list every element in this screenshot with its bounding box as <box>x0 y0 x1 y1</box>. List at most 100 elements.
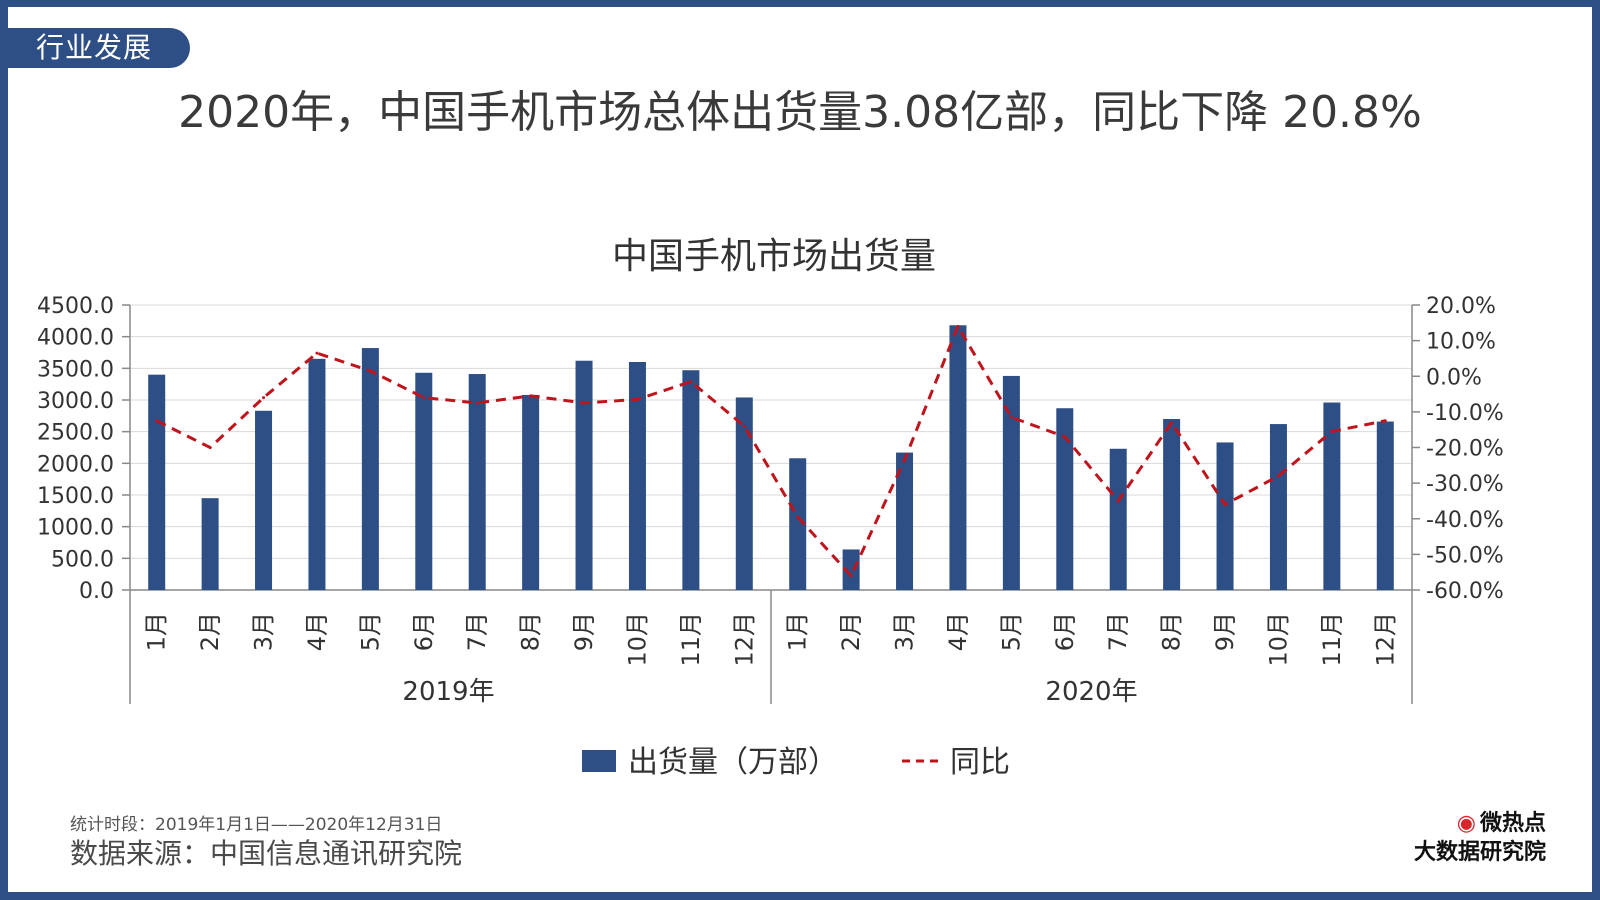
x-tick-label: 12月 <box>1371 612 1399 667</box>
x-tick-label: 10月 <box>623 612 651 667</box>
y-left-tick-label: 3500.0 <box>37 357 114 382</box>
bar <box>308 358 326 590</box>
x-tick-label: 4月 <box>944 612 972 651</box>
y-left-tick-label: 500.0 <box>51 547 114 572</box>
bar <box>468 374 486 590</box>
x-tick-label: 2月 <box>837 612 865 651</box>
eye-icon: ◉ <box>1456 811 1476 836</box>
x-tick-label: 12月 <box>730 612 758 667</box>
x-tick-label: 6月 <box>1051 612 1079 651</box>
yoy-point <box>796 515 800 519</box>
legend-line-label: 同比 <box>950 745 1010 780</box>
x-tick-label: 8月 <box>1158 612 1186 651</box>
y-right-tick-label: -30.0% <box>1426 472 1504 497</box>
y-left-tick-label: 2000.0 <box>37 452 114 477</box>
x-tick-label: 6月 <box>410 612 438 651</box>
y-left-tick-label: 2500.0 <box>37 421 114 446</box>
y-left-tick-label: 0.0 <box>79 579 114 604</box>
yoy-point <box>1223 503 1227 506</box>
bar <box>575 360 593 590</box>
bar <box>201 498 219 590</box>
yoy-point <box>742 424 746 428</box>
brand-logo: ◉ 微热点 大数据研究院 <box>1376 810 1546 868</box>
x-tick-label: 8月 <box>517 612 545 651</box>
bar <box>1056 408 1074 590</box>
y-right-tick-label: -60.0% <box>1426 579 1504 604</box>
x-tick-label: 10月 <box>1264 612 1292 667</box>
y-left-tick-label: 4500.0 <box>37 294 114 319</box>
bar <box>842 549 860 590</box>
bar <box>1376 421 1394 590</box>
yoy-point <box>689 380 693 384</box>
x-tick-label: 7月 <box>1104 612 1132 651</box>
bar <box>255 410 273 590</box>
y-left-tick-label: 1000.0 <box>37 516 114 541</box>
bar <box>1323 402 1341 590</box>
yoy-point <box>1009 415 1013 419</box>
bar <box>361 348 379 590</box>
yoy-point <box>155 419 159 423</box>
bar <box>1269 424 1287 590</box>
yoy-point <box>1063 435 1067 439</box>
brand-line1: 微热点 <box>1479 811 1546 836</box>
bar <box>896 452 914 590</box>
x-tick-label: 3月 <box>891 612 919 651</box>
bar <box>682 370 700 590</box>
x-tick-label: 5月 <box>997 612 1025 651</box>
bar <box>789 458 807 590</box>
section-tag: 行业发展 <box>8 28 190 68</box>
x-tick-label: 7月 <box>463 612 491 651</box>
legend-bar-label: 出货量（万部） <box>628 745 838 780</box>
bar <box>628 362 646 590</box>
brand-line2: 大数据研究院 <box>1413 840 1546 865</box>
bar <box>1002 375 1020 590</box>
legend-bar-swatch <box>582 750 616 772</box>
y-left-tick-label: 3000.0 <box>37 389 114 414</box>
x-tick-label: 11月 <box>677 612 705 667</box>
chart: 中国手机市场出货量 0.0 500.0 1000.0 1500.0 2000.0 2500.… <box>37 236 1504 780</box>
yoy-point <box>1383 419 1387 423</box>
x-tick-label: 1月 <box>784 612 812 651</box>
y-right-tick-label: -50.0% <box>1426 543 1504 568</box>
yoy-point <box>1276 474 1280 478</box>
bar <box>1109 448 1127 590</box>
y-left-tick-label: 1500.0 <box>37 484 114 509</box>
headline: 2020年，中国手机市场总体出货量3.08亿部，同比下降 20.8% <box>178 87 1422 138</box>
yoy-point <box>1170 421 1174 425</box>
yoy-line <box>156 322 1386 579</box>
bar <box>1216 442 1234 590</box>
y-right-tick-label: 20.0% <box>1426 294 1496 319</box>
y-right-tick-label: -20.0% <box>1426 437 1504 462</box>
bar <box>1163 419 1181 590</box>
x-group-label: 2020年 <box>1045 677 1137 707</box>
yoy-point <box>368 369 372 373</box>
yoy-point <box>208 446 212 449</box>
x-tick-label: 5月 <box>356 612 384 651</box>
yoy-point <box>582 401 586 405</box>
yoy-point <box>262 396 266 400</box>
x-tick-label: 9月 <box>1211 612 1239 651</box>
footer-period: 统计时段：2019年1月1日——2020年12月31日 <box>70 815 443 835</box>
chart-title: 中国手机市场出货量 <box>612 236 936 277</box>
bar <box>735 397 753 590</box>
yoy-point <box>1116 499 1120 503</box>
yoy-point <box>635 397 639 401</box>
yoy-point <box>849 574 853 578</box>
x-tick-label: 3月 <box>250 612 278 651</box>
bar <box>949 325 967 590</box>
bar <box>148 374 166 590</box>
bar <box>415 372 433 590</box>
x-tick-label: 1月 <box>143 612 171 651</box>
y-right-tick-label: 10.0% <box>1426 330 1496 355</box>
y-right-tick-label: -10.0% <box>1426 401 1504 426</box>
yoy-point <box>1330 429 1334 433</box>
x-tick-label: 2月 <box>196 612 224 651</box>
x-tick-label: 11月 <box>1318 612 1346 667</box>
x-tick-label: 9月 <box>570 612 598 651</box>
yoy-point <box>956 324 960 328</box>
yoy-point <box>903 458 907 462</box>
yoy-point <box>475 401 479 405</box>
y-right-tick-label: -40.0% <box>1426 508 1504 533</box>
footer-source: 数据来源：中国信息通讯研究院 <box>70 837 463 870</box>
